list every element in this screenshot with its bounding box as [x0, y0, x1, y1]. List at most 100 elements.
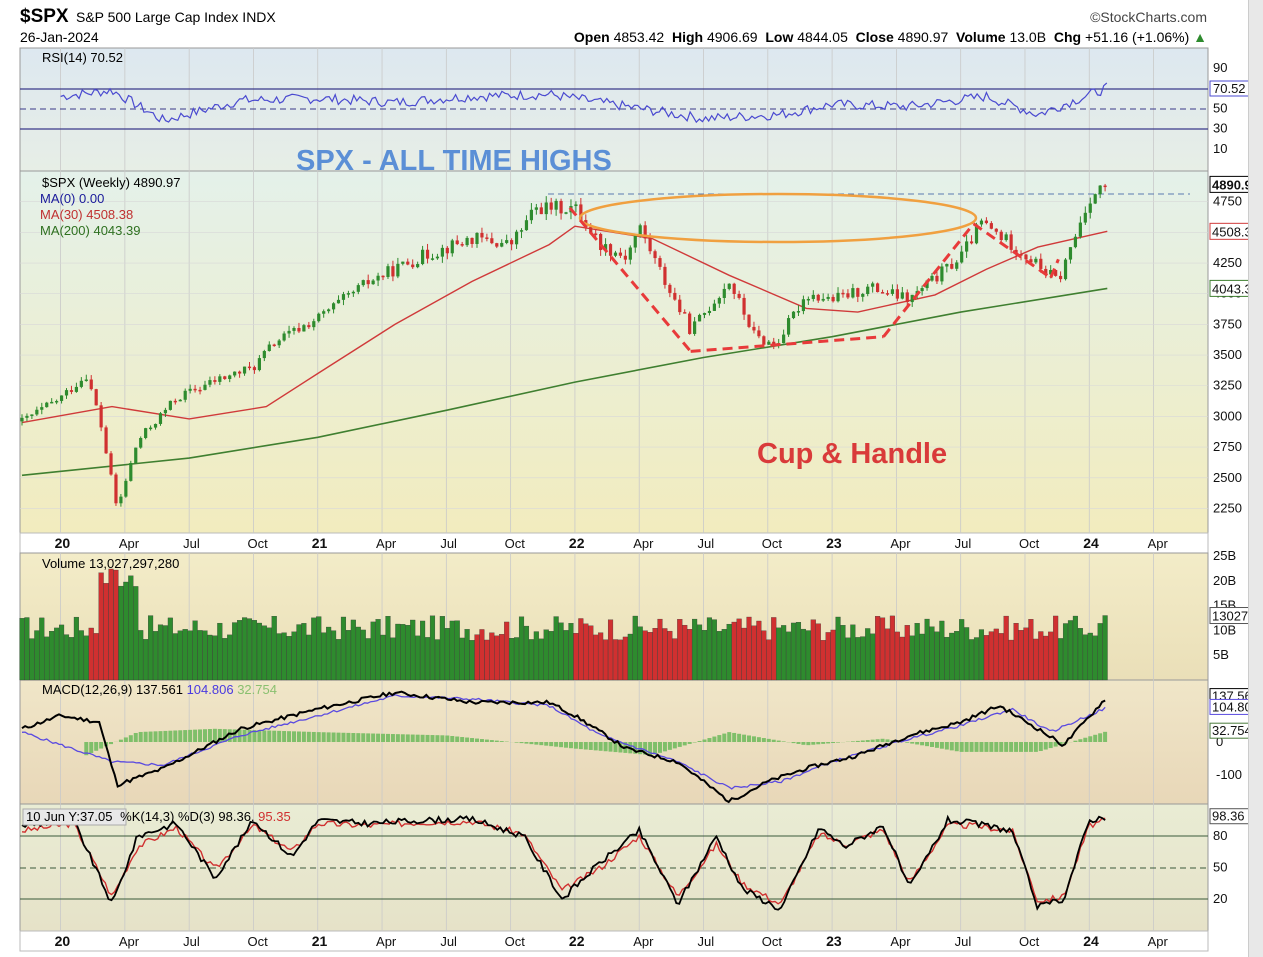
cup-handle-lines [568, 206, 1060, 353]
candle-body [737, 293, 741, 298]
year-label: 23 [826, 535, 842, 551]
volume-legend: Volume 13,027,297,280 [42, 556, 179, 571]
macd-hist-bar [257, 730, 262, 742]
macd-hist-bar [1048, 742, 1053, 749]
volume-bar [553, 616, 559, 681]
candle-body [341, 294, 346, 300]
candle-body [252, 367, 257, 371]
macd-hist-bar [742, 734, 747, 742]
candle-body [292, 327, 296, 331]
macd-hist-bar [272, 730, 277, 742]
candle-body [1029, 259, 1033, 263]
volume-bar [805, 630, 811, 681]
candle-body [203, 384, 207, 390]
macd-hist-bar [425, 734, 430, 742]
candle-body [406, 261, 410, 265]
candle-body [935, 275, 939, 282]
candle-body [99, 405, 103, 428]
macd-hist-bar [212, 728, 217, 742]
macd-hist-bar [831, 742, 836, 744]
volume-bar [182, 629, 188, 681]
volume-bar [731, 621, 737, 681]
rsi-series [60, 82, 1108, 124]
candle-body [55, 400, 59, 403]
volume-bar [919, 633, 925, 681]
macd-hist-bar [593, 742, 598, 751]
macd-hist-bar [702, 739, 707, 742]
macd-hist-bar [123, 737, 128, 742]
volume-bar [1102, 615, 1108, 681]
candle-body [282, 333, 286, 341]
ma30-line [21, 225, 1108, 424]
candle-body [816, 294, 820, 301]
volume-bar [449, 620, 455, 681]
candle-body [1098, 185, 1102, 195]
volume-bar [429, 615, 436, 681]
volume-bar [1038, 631, 1044, 681]
month-label: Apr [890, 536, 911, 551]
month-label: Apr [633, 536, 654, 551]
volume-bar [479, 629, 485, 681]
macd-hist-bar [168, 730, 173, 742]
rsi-tick: 50 [1213, 101, 1227, 116]
candle-body [84, 379, 88, 382]
chg-label: Chg [1053, 29, 1082, 45]
candle-body [351, 291, 355, 294]
candle-body [747, 314, 751, 327]
macd-hist-bar [138, 731, 143, 742]
close-label: Close [855, 29, 894, 45]
close-value: 4890.97 [897, 29, 949, 45]
price-tick: 2500 [1213, 470, 1242, 485]
macd-hist-bar [143, 731, 148, 742]
window-scrollbar[interactable] [1248, 0, 1263, 957]
candle-body [356, 285, 360, 292]
candle-body [965, 241, 969, 252]
candle-body [1039, 258, 1043, 269]
macd-hist-bar [643, 742, 648, 755]
candle-body [623, 255, 627, 260]
month-label: Jul [698, 536, 715, 551]
macd-hist-bar [153, 731, 158, 742]
candle-body [50, 401, 54, 404]
year-label: 21 [312, 933, 328, 949]
macd-hist-bar [1004, 742, 1009, 752]
volume-bar [1003, 615, 1009, 681]
stoch-tick: 50 [1213, 860, 1227, 875]
macd-hist-bar [301, 731, 306, 742]
low-label: Low [765, 29, 794, 45]
volume-bar [682, 624, 688, 681]
volume-bar [19, 618, 25, 681]
candle-body [653, 251, 657, 259]
volume-bar [578, 618, 584, 681]
volume-bar [202, 630, 208, 681]
macd-hist-bar [227, 729, 232, 742]
macd-hist-bar [247, 729, 252, 742]
year-label: 23 [826, 933, 842, 949]
volume-bar [949, 632, 955, 681]
candle-body [683, 312, 687, 314]
candle-body [811, 294, 815, 299]
volume-bar [167, 617, 173, 681]
volume-bar [232, 622, 238, 681]
macd-hist-bar [855, 740, 860, 742]
volume-bar [899, 636, 905, 681]
candle-body [361, 280, 365, 286]
macd-hist-bar [662, 742, 667, 752]
candle-body [94, 389, 98, 406]
open-value: 4853.42 [613, 29, 665, 45]
volume-bar [192, 620, 198, 681]
macd-hist-bar [202, 729, 207, 742]
volume-bar [563, 630, 569, 681]
price-tick: 4250 [1213, 255, 1242, 270]
candle-body [1078, 222, 1082, 237]
macd-hist-bar [712, 736, 717, 742]
last-value-label: 4890.97 [1212, 177, 1259, 192]
volume-bar [261, 625, 267, 681]
candle-body [69, 390, 74, 392]
volume-bar [514, 637, 520, 681]
volume-bar [439, 616, 445, 681]
macd-hist-bar [930, 742, 934, 747]
volume-bar [766, 639, 772, 681]
candle-body [678, 299, 682, 313]
